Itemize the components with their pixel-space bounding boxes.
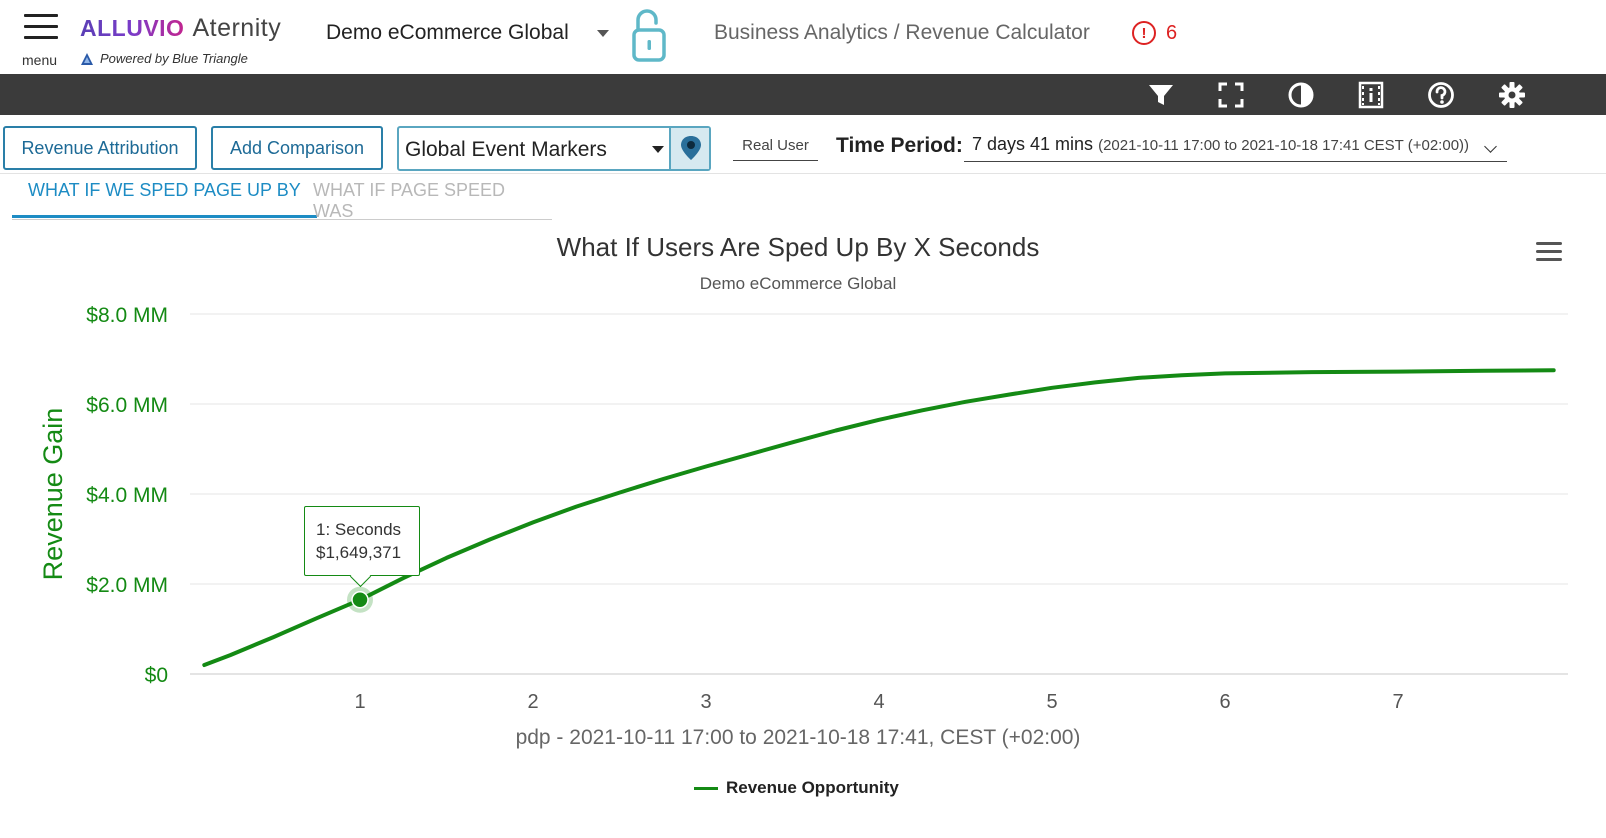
x-tick-label: 4 — [873, 691, 884, 713]
alluvio-aternity-logo[interactable]: ALLUVIO Aternity Powered by Blue Triangle — [80, 14, 300, 70]
chart-legend-item[interactable]: Revenue Opportunity — [694, 778, 899, 798]
time-period-select[interactable]: 7 days 41 mins (2021-10-11 17:00 to 2021… — [964, 134, 1507, 162]
data-point — [351, 591, 369, 609]
breadcrumb: Business Analytics / Revenue Calculator — [714, 21, 1090, 44]
alert-icon: ! — [1132, 21, 1156, 45]
x-tick-label: 1 — [354, 691, 365, 713]
menu-label: menu — [22, 52, 58, 68]
tab-page-speed-was[interactable]: WHAT IF PAGE SPEED WAS — [313, 180, 506, 221]
chart-context-menu-button[interactable] — [1536, 242, 1562, 264]
powered-by-text: Powered by Blue Triangle — [100, 51, 248, 66]
y-tick-label: $2.0 MM — [86, 574, 168, 597]
x-tick-label: 7 — [1392, 691, 1403, 713]
event-markers-select[interactable]: Global Event Markers — [397, 126, 711, 171]
series-line-revenue-opportunity — [202, 368, 1556, 667]
powered-by: Powered by Blue Triangle — [80, 51, 248, 66]
chart-title: What If Users Are Sped Up By X Seconds — [556, 232, 1040, 262]
y-tick-label: $4.0 MM — [86, 484, 168, 507]
x-axis-title: pdp - 2021-10-11 17:00 to 2021-10-18 17:… — [516, 726, 1081, 749]
y-axis-title: Revenue Gain — [38, 408, 68, 581]
tooltip-y: $1,649,371 — [316, 543, 402, 562]
alerts-indicator[interactable]: ! 6 — [1132, 21, 1177, 45]
contrast-icon[interactable] — [1286, 80, 1316, 110]
hamburger-icon — [24, 14, 58, 17]
hamburger-icon-bar — [24, 36, 58, 39]
legend-swatch — [694, 786, 718, 790]
site-name: Demo eCommerce Global — [326, 21, 569, 44]
menu-button[interactable]: menu — [18, 10, 64, 68]
x-tick-label: 2 — [527, 691, 538, 713]
time-period-label: Time Period: — [836, 134, 963, 157]
divider — [0, 173, 1606, 174]
action-toolbar — [0, 74, 1606, 115]
map-pin-button[interactable] — [669, 128, 709, 169]
help-icon[interactable] — [1426, 80, 1456, 110]
chart-subtitle: Demo eCommerce Global — [699, 274, 897, 293]
film-info-icon[interactable] — [1356, 80, 1386, 110]
x-tick-label: 3 — [700, 691, 711, 713]
revenue-attribution-button[interactable]: Revenue Attribution — [3, 126, 197, 170]
y-tick-label: $8.0 MM — [86, 304, 168, 327]
chevron-down-icon — [596, 29, 609, 37]
x-tick-label: 5 — [1046, 691, 1057, 713]
chart-tooltip: 1: Seconds $1,649,371 — [304, 506, 420, 576]
hamburger-icon — [1536, 242, 1562, 245]
hamburger-icon-bar — [1536, 258, 1562, 261]
tab-sped-up-by[interactable]: WHAT IF WE SPED PAGE UP BY — [12, 180, 317, 218]
brand-aternity: Aternity — [192, 14, 282, 42]
fullscreen-icon[interactable] — [1216, 80, 1246, 110]
add-comparison-button[interactable]: Add Comparison — [211, 126, 383, 170]
hamburger-icon-bar — [24, 25, 58, 28]
y-tick-label: $0 — [145, 664, 168, 687]
event-markers-value: Global Event Markers — [405, 138, 607, 161]
real-user-toggle[interactable]: Real User — [733, 137, 818, 161]
site-selector[interactable]: Demo eCommerce Global — [326, 21, 609, 45]
y-tick-label: $6.0 MM — [86, 394, 168, 417]
map-pin-icon — [681, 136, 701, 160]
time-period-value: 7 days 41 mins — [972, 134, 1094, 154]
top-header: menu ALLUVIO Aternity Powered by Blue Tri… — [0, 0, 1606, 74]
brand-alluvio: ALLUVIO — [80, 15, 185, 41]
scenario-tabs: WHAT IF WE SPED PAGE UP BY WHAT IF PAGE … — [12, 174, 552, 221]
tooltip-x: 1: Seconds — [316, 520, 402, 539]
caret-down-icon — [652, 146, 664, 153]
x-tick-label: 6 — [1219, 691, 1230, 713]
time-period-range: (2021-10-11 17:00 to 2021-10-18 17:41 CE… — [1098, 137, 1470, 154]
legend-label: Revenue Opportunity — [726, 778, 899, 797]
alert-count: 6 — [1166, 21, 1178, 44]
blue-triangle-icon — [81, 52, 93, 65]
hamburger-icon-bar — [1536, 250, 1562, 253]
unlock-icon[interactable] — [630, 6, 670, 64]
gear-icon[interactable] — [1497, 80, 1527, 110]
filter-icon[interactable] — [1146, 80, 1176, 110]
